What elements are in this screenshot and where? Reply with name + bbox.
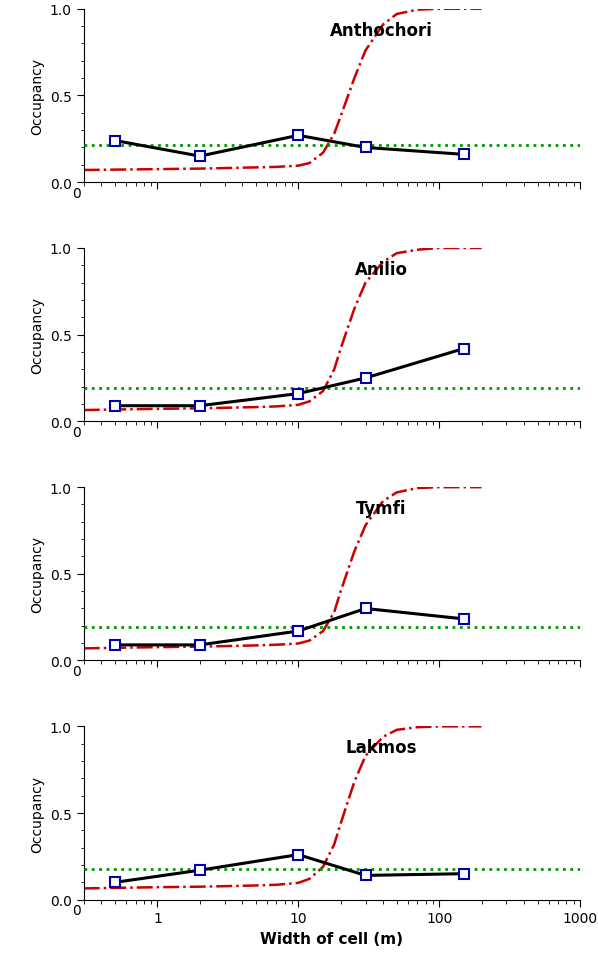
Text: Anthochori: Anthochori xyxy=(330,22,433,40)
Text: Lakmos: Lakmos xyxy=(346,738,417,757)
X-axis label: Width of cell (m): Width of cell (m) xyxy=(260,931,404,946)
Text: Tymfi: Tymfi xyxy=(356,500,407,517)
Text: 0: 0 xyxy=(72,904,81,917)
Text: 0: 0 xyxy=(72,187,81,200)
Text: 0: 0 xyxy=(72,425,81,439)
Text: 0: 0 xyxy=(72,664,81,679)
Y-axis label: Occupancy: Occupancy xyxy=(30,775,44,852)
Y-axis label: Occupancy: Occupancy xyxy=(30,297,44,374)
Y-axis label: Occupancy: Occupancy xyxy=(30,536,44,612)
Text: Anilio: Anilio xyxy=(355,261,408,279)
Y-axis label: Occupancy: Occupancy xyxy=(30,58,44,135)
